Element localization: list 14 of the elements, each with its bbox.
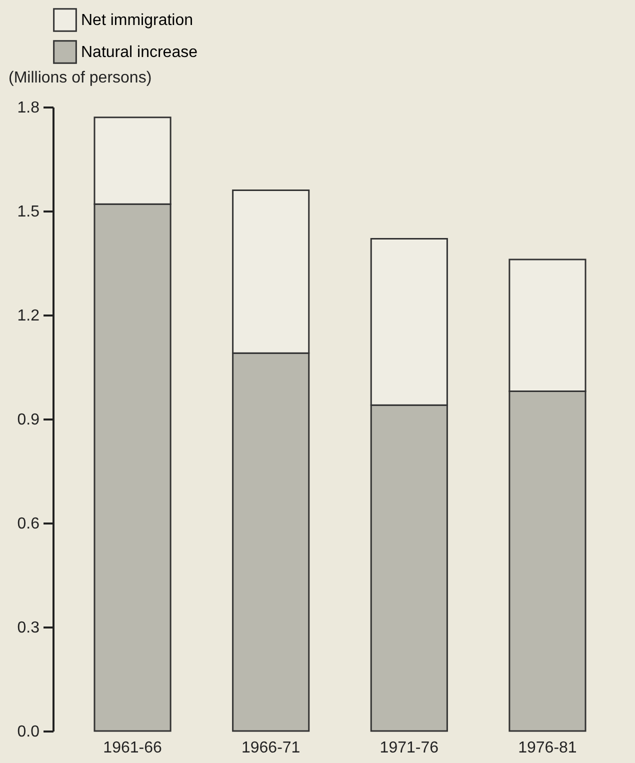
y-tick-label: 0.9 [17,412,40,428]
y-tick-label: 1.2 [17,308,40,324]
y-axis-title: (Millions of persons) [8,70,152,86]
x-tick-label: 1966-71 [241,740,300,756]
y-tick-label: 0.0 [17,724,40,740]
y-tick-label: 1.5 [17,204,40,220]
y-tick-label: 0.6 [17,516,40,532]
legend-label: Net immigration [81,12,194,29]
y-tick-label: 0.3 [17,620,40,636]
x-tick-label: 1976-81 [518,740,577,756]
legend-label: Natural increase [81,44,198,61]
x-tick-label: 1971-76 [380,740,439,756]
y-tick-label: 1.8 [17,100,40,116]
x-tick-label: 1961-66 [103,740,162,756]
